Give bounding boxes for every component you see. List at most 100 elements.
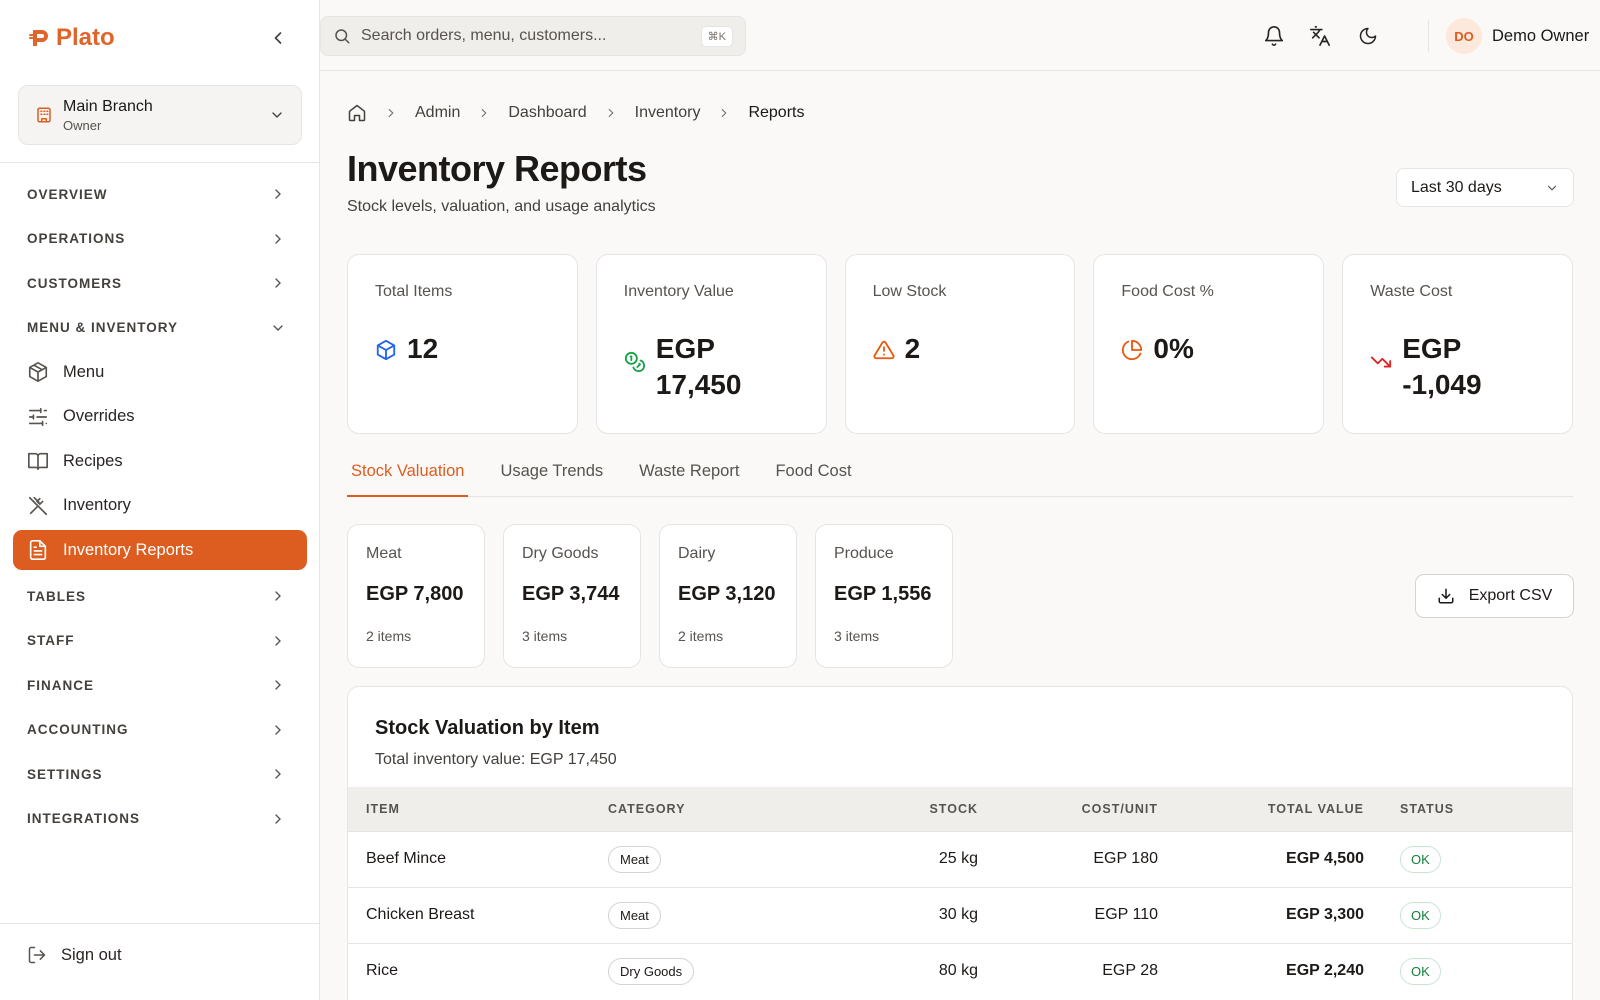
category-count: 3 items: [522, 628, 568, 644]
chevron-right-icon: [275, 769, 281, 779]
status-badge: OK: [1400, 901, 1441, 929]
chevron-down-icon: [273, 325, 283, 331]
category-badge: Meat: [608, 845, 661, 873]
notifications-button[interactable]: [1260, 22, 1288, 50]
kpi-label: Inventory Value: [623, 283, 734, 300]
chevron-right-icon: [275, 278, 281, 288]
nav-group-settings[interactable]: SETTINGS: [0, 752, 320, 797]
search-input[interactable]: [361, 27, 691, 45]
divider: [0, 162, 320, 163]
nav-group-label: CUSTOMERS: [27, 275, 123, 291]
tab-stock-valuation[interactable]: Stock Valuation: [347, 455, 469, 497]
category-cards: Meat EGP 7,800 2 items Dry Goods EGP 3,7…: [347, 524, 953, 668]
nav-group-accounting[interactable]: ACCOUNTING: [0, 708, 320, 753]
sidebar-item-label: Overrides: [63, 407, 135, 426]
category-name: Dry Goods: [522, 545, 599, 562]
chevron-right-icon: [275, 189, 281, 199]
column-header-cost[interactable]: COST/UNIT: [1081, 801, 1158, 816]
report-tabs: Stock Valuation Usage Trends Waste Repor…: [347, 455, 1573, 497]
breadcrumb-inventory[interactable]: Inventory: [634, 104, 701, 121]
chevron-right-icon: [275, 680, 281, 690]
sidebar-item-label: Recipes: [63, 451, 123, 470]
collapse-sidebar-button[interactable]: [264, 24, 292, 52]
nav-group-integrations[interactable]: INTEGRATIONS: [0, 797, 320, 842]
tab-food-cost[interactable]: Food Cost: [775, 462, 852, 480]
cell-item: Rice: [366, 962, 399, 980]
table-row[interactable]: Chicken Breast Meat 30 kg EGP 110 EGP 3,…: [348, 887, 1572, 943]
file-text-icon: [29, 540, 47, 560]
book-icon: [28, 453, 48, 471]
column-header-item[interactable]: ITEM: [366, 801, 400, 816]
kpi-label: Total Items: [375, 283, 453, 300]
nav-group-label: ACCOUNTING: [27, 722, 129, 738]
column-header-total[interactable]: TOTAL VALUE: [1267, 801, 1364, 816]
table-row[interactable]: Rice Dry Goods 80 kg EGP 28 EGP 2,240 OK: [348, 943, 1572, 999]
building-icon: [35, 106, 53, 124]
column-header-category[interactable]: CATEGORY: [608, 801, 686, 816]
category-card-produce: Produce EGP 1,556 3 items: [815, 524, 953, 668]
cell-stock: 25 kg: [938, 850, 978, 867]
pie-chart-icon: [1122, 339, 1143, 360]
export-csv-button[interactable]: Export CSV: [1415, 574, 1574, 618]
export-csv-label: Export CSV: [1468, 587, 1553, 604]
nav-group-label: INTEGRATIONS: [27, 811, 140, 827]
column-header-stock[interactable]: STOCK: [929, 801, 978, 816]
logo-row: Plato: [28, 22, 292, 54]
tab-waste-report[interactable]: Waste Report: [639, 462, 740, 480]
kpi-label: Low Stock: [872, 283, 947, 300]
nav-group-finance[interactable]: FINANCE: [0, 663, 320, 708]
sliders-icon: [28, 407, 48, 426]
user-menu[interactable]: DO Demo Owner: [1446, 18, 1589, 54]
kpi-card-waste-cost: Waste Cost EGP -1,049: [1342, 254, 1573, 434]
kpi-cards: Total Items 12 Inventory Value EGP 17,45…: [347, 254, 1573, 434]
nav-group-label: OVERVIEW: [27, 186, 108, 202]
sidebar-item-menu[interactable]: Menu: [0, 350, 320, 395]
branch-switcher[interactable]: Main Branch Owner: [18, 85, 302, 145]
utensils-crossed-icon: [28, 496, 48, 515]
nav-group-menu-inventory[interactable]: MENU & INVENTORY: [0, 306, 320, 351]
search-box[interactable]: ⌘K: [320, 16, 746, 56]
kpi-value: 2: [904, 333, 921, 364]
kpi-card-food-cost: Food Cost % 0%: [1093, 254, 1325, 434]
kpi-value: EGP -1,049: [1402, 333, 1482, 400]
date-range-select[interactable]: Last 30 days: [1396, 168, 1574, 207]
cell-total: EGP 2,240: [1286, 962, 1364, 980]
chevron-right-icon: [275, 814, 281, 824]
language-button[interactable]: [1306, 22, 1334, 50]
page-subtitle: Stock levels, valuation, and usage analy…: [347, 198, 656, 215]
shortcut-hint: ⌘K: [700, 25, 733, 47]
home-icon[interactable]: [347, 103, 367, 123]
table-row[interactable]: Beef Mince Meat 25 kg EGP 180 EGP 4,500 …: [348, 831, 1572, 887]
breadcrumb-dashboard[interactable]: Dashboard: [508, 104, 587, 121]
nav-group-staff[interactable]: STAFF: [0, 619, 320, 664]
sidebar-item-overrides[interactable]: Overrides: [0, 395, 320, 440]
box-icon: [376, 339, 396, 361]
kpi-label: Waste Cost: [1370, 283, 1453, 300]
theme-toggle-button[interactable]: [1354, 22, 1382, 50]
cell-stock: 30 kg: [938, 906, 978, 923]
nav-group-operations[interactable]: OPERATIONS: [0, 217, 320, 262]
breadcrumb-admin[interactable]: Admin: [415, 104, 461, 121]
table-title: Stock Valuation by Item: [375, 717, 600, 739]
bell-icon: [1264, 26, 1284, 46]
sidebar-item-recipes[interactable]: Recipes: [0, 439, 320, 484]
sidebar-item-inventory[interactable]: Inventory: [0, 484, 320, 529]
category-badge: Dry Goods: [608, 957, 695, 985]
category-value: EGP 1,556: [834, 583, 932, 605]
cell-cost: EGP 28: [1102, 962, 1158, 980]
category-name: Produce: [834, 545, 894, 562]
nav-group-customers[interactable]: CUSTOMERS: [0, 261, 320, 306]
app-logo[interactable]: Plato: [28, 24, 115, 52]
chevron-right-icon: [275, 591, 281, 601]
log-out-icon: [28, 946, 46, 964]
tab-usage-trends[interactable]: Usage Trends: [500, 462, 604, 480]
chevron-right-icon: [275, 636, 281, 646]
sidebar-item-label: Inventory: [63, 496, 131, 515]
column-header-status[interactable]: STATUS: [1400, 801, 1455, 816]
sidebar-item-inventory-reports[interactable]: Inventory Reports: [13, 530, 307, 570]
sign-out-button[interactable]: Sign out: [27, 945, 122, 965]
nav-group-tables[interactable]: TABLES: [0, 574, 320, 619]
nav-group-overview[interactable]: OVERVIEW: [0, 172, 320, 217]
category-count: 3 items: [834, 628, 880, 644]
branch-role: Owner: [63, 117, 102, 133]
